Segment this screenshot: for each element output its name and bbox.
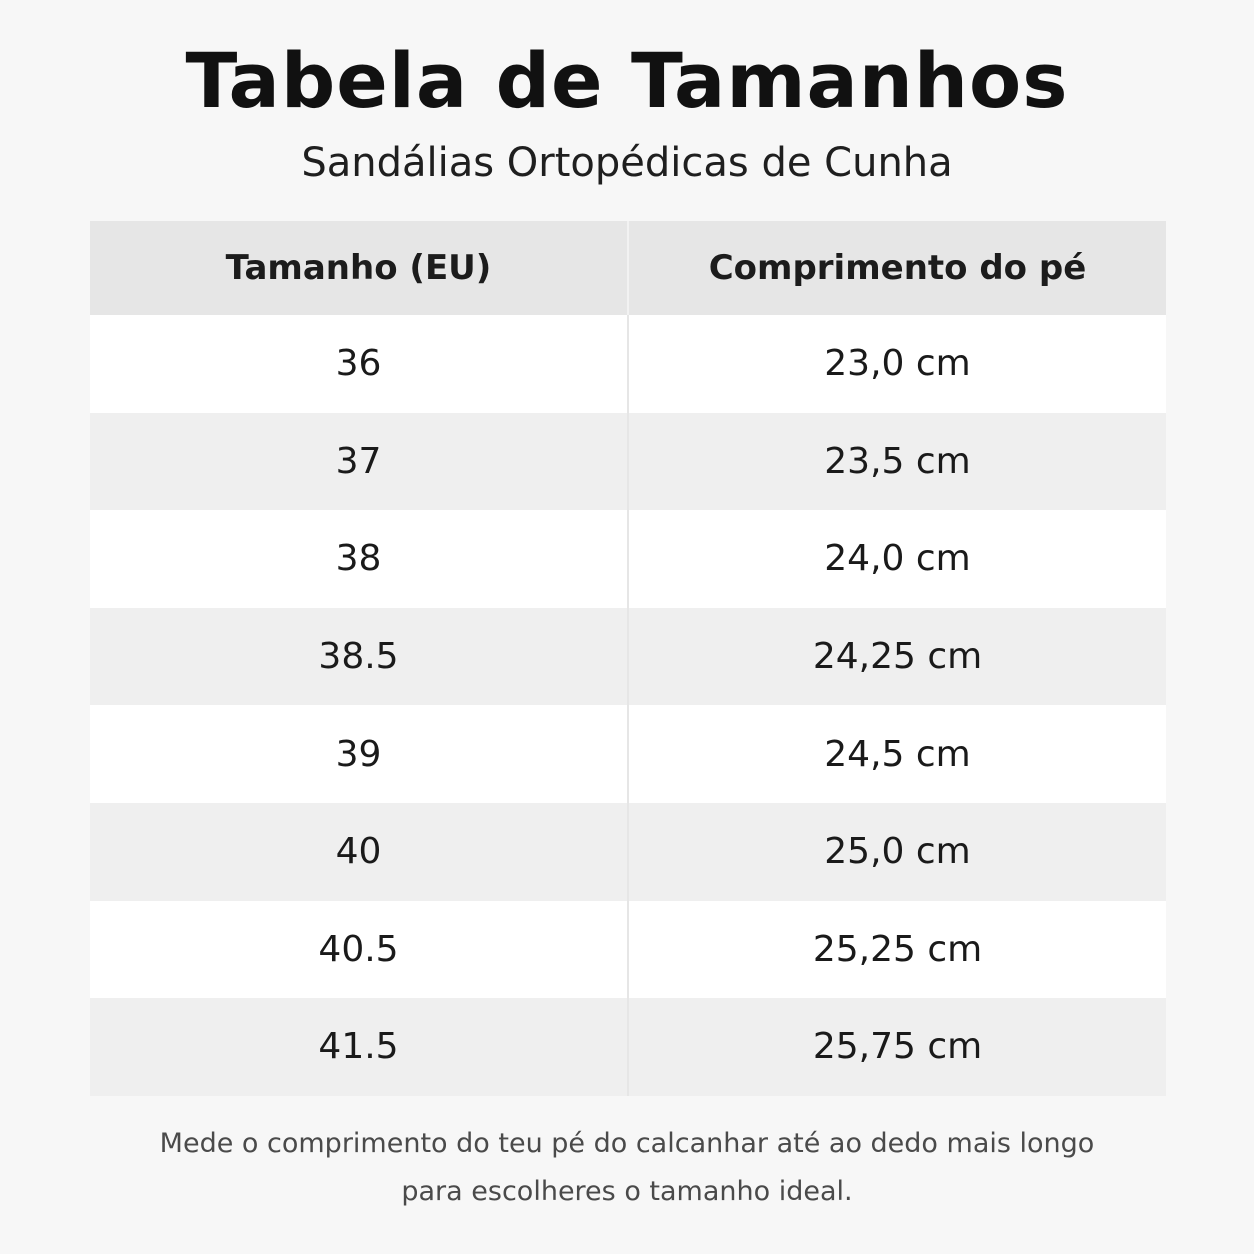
table-row: 41.5 25,75 cm <box>90 998 1166 1096</box>
table-row: 37 23,5 cm <box>90 412 1166 511</box>
header-size: Tamanho (EU) <box>90 221 629 315</box>
size-cell: 40.5 <box>90 900 629 999</box>
table-row: 38 24,0 cm <box>90 510 1166 608</box>
page-subtitle: Sandálias Ortopédicas de Cunha <box>301 140 953 186</box>
header-foot-length: Comprimento do pé <box>708 248 1087 288</box>
size-cell: 38.5 <box>90 607 629 706</box>
table-row: 38.5 24,25 cm <box>90 607 1166 706</box>
length-cell: 25,0 cm <box>824 831 971 873</box>
table-row: 36 23,0 cm <box>90 315 1166 413</box>
length-cell: 24,25 cm <box>812 636 983 678</box>
size-cell: 40 <box>90 802 629 901</box>
length-cell: 24,0 cm <box>824 538 971 580</box>
length-cell: 25,75 cm <box>812 1026 983 1068</box>
measurement-note: Mede o comprimento do teu pé do calcanha… <box>0 1120 1254 1216</box>
table-row: 40 25,0 cm <box>90 802 1166 901</box>
page-title: Tabela de Tamanhos <box>185 36 1069 125</box>
table-row: 40.5 25,25 cm <box>90 900 1166 999</box>
size-cell: 37 <box>90 412 629 511</box>
length-cell: 24,5 cm <box>824 733 971 775</box>
length-cell: 23,0 cm <box>824 343 971 385</box>
measurement-note-line-2: para escolheres o tamanho ideal. <box>401 1176 853 1207</box>
table-header-row: Tamanho (EU) Comprimento do pé <box>90 221 1166 315</box>
size-cell: 41.5 <box>90 998 629 1096</box>
size-cell: 36 <box>90 315 629 413</box>
measurement-note-line-1: Mede o comprimento do teu pé do calcanha… <box>159 1128 1095 1159</box>
size-cell: 39 <box>90 705 629 803</box>
size-cell: 38 <box>90 510 629 608</box>
length-cell: 25,25 cm <box>812 928 983 970</box>
table-row: 39 24,5 cm <box>90 705 1166 803</box>
length-cell: 23,5 cm <box>824 440 971 482</box>
size-table: Tamanho (EU) Comprimento do pé 36 23,0 c… <box>90 221 1166 1096</box>
